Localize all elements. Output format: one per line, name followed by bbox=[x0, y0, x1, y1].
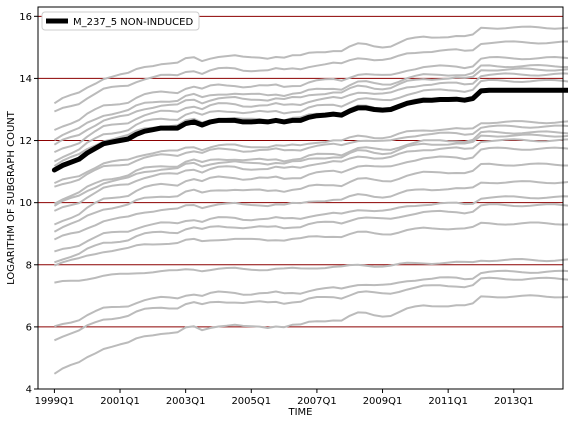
background-series-line bbox=[54, 124, 568, 188]
background-series-line bbox=[53, 138, 568, 212]
background-series-line bbox=[53, 162, 568, 233]
legend-box bbox=[41, 11, 200, 31]
legend: M_237_5 NON-INDUCED bbox=[41, 11, 200, 31]
y-axis-label: LOGARITHM OF SUBGRAPH COUNT bbox=[6, 110, 17, 285]
background-series-line bbox=[53, 64, 568, 141]
background-series-group bbox=[53, 25, 568, 375]
y-tick-label: 4 bbox=[26, 385, 32, 396]
background-series-line bbox=[54, 195, 568, 253]
y-tick-label: 12 bbox=[19, 136, 32, 147]
y-tick-label: 6 bbox=[26, 322, 32, 333]
y-tick-label: 14 bbox=[19, 74, 32, 85]
background-series-line bbox=[54, 56, 568, 131]
background-series-line bbox=[54, 258, 568, 284]
x-tick-label: 2005Q1 bbox=[231, 396, 271, 407]
background-series-line bbox=[54, 203, 568, 264]
x-tick-label: 2007Q1 bbox=[297, 396, 337, 407]
x-tick-label: 2013Q1 bbox=[494, 396, 534, 407]
y-tick-label: 8 bbox=[26, 260, 32, 271]
background-series-line bbox=[53, 25, 568, 105]
x-axis-ticks: 1999Q1 2001Q1 2003Q1 2005Q1 2007Q1 2009Q1 2011… bbox=[35, 389, 534, 407]
x-tick-label: 2001Q1 bbox=[100, 396, 140, 407]
background-series-line bbox=[53, 294, 568, 375]
background-series-line bbox=[53, 130, 568, 205]
x-axis-label: TIME bbox=[287, 407, 312, 418]
background-series-line bbox=[53, 180, 568, 241]
background-series-line bbox=[53, 78, 568, 163]
y-tick-label: 10 bbox=[19, 198, 32, 209]
highlight-series-group bbox=[51, 87, 568, 173]
plot-frame bbox=[37, 6, 564, 390]
highlight-series-line bbox=[51, 87, 568, 173]
x-tick-label: 2003Q1 bbox=[166, 396, 206, 407]
background-series-line bbox=[53, 120, 568, 185]
background-series-line bbox=[53, 276, 568, 342]
background-series-line bbox=[54, 269, 568, 328]
x-tick-label: 2011Q1 bbox=[428, 396, 468, 407]
background-series-line bbox=[53, 72, 568, 154]
background-series-line bbox=[53, 133, 568, 207]
legend-label: M_237_5 NON-INDUCED bbox=[73, 17, 193, 28]
y-axis-ticks: 4 6 8 10 12 14 16 bbox=[19, 12, 38, 396]
background-series-line bbox=[53, 67, 568, 146]
y-tick-label: 16 bbox=[19, 12, 32, 23]
background-series-line bbox=[53, 146, 568, 226]
x-tick-label: 2009Q1 bbox=[363, 396, 403, 407]
background-series-line bbox=[54, 221, 568, 267]
background-series-line bbox=[53, 40, 568, 113]
x-tick-label: 1999Q1 bbox=[35, 396, 75, 407]
